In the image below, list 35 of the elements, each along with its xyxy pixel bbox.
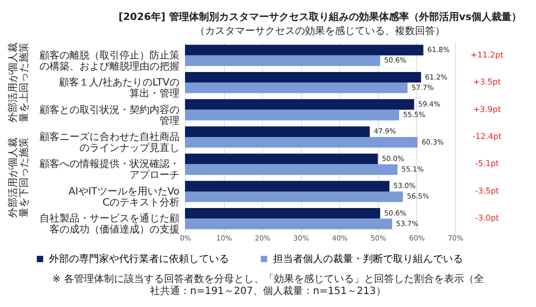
legend-label: 外部の専門家や代行業者に依頼している: [49, 253, 229, 265]
bar: [185, 208, 380, 219]
y-tick-label: 顧客への情報提供・状況確認・アプローチ: [40, 158, 180, 182]
text: -3.0pt: [475, 214, 499, 223]
y-tick-label: 顧客１人/社あたりのLTVの算出・管理: [58, 76, 180, 100]
y-tick-label: AIやITツールを用いたVoCのテキスト分析: [68, 186, 180, 208]
chart-title: [2026年] 管理体制別カスタマーサクセス取り組みの効果体感率（外部活用vs個人裁量）: [118, 11, 522, 23]
bar: [185, 110, 400, 120]
text: +11.2pt: [470, 50, 504, 60]
text: 外部活用が個人裁量を下回った施策: [7, 138, 30, 218]
bar: [185, 154, 378, 164]
legend-label: 担当者個人の裁量・判断で取り組んでいる: [273, 253, 463, 265]
bar: [185, 99, 414, 110]
bar: [185, 137, 418, 148]
bar: [185, 180, 390, 192]
text: -5.1pt: [475, 159, 499, 168]
bar: [185, 82, 408, 94]
text: ※ 各管理体制に該当する回答者数を分母とし、「効果を感じている」と回答した割合を表示（全社共通：n=191～207、個人裁量：n=151～213）: [52, 273, 484, 297]
bar: [185, 72, 422, 83]
y-tick-label: 顧客との取引状況・契約内容の管理: [40, 104, 180, 127]
bar: [185, 55, 380, 66]
text: -3.5pt: [475, 186, 499, 196]
bar: [185, 164, 398, 175]
bar: [185, 44, 424, 56]
bar: [185, 191, 403, 202]
text: +3.5pt: [473, 78, 501, 87]
text: -12.4pt: [472, 132, 502, 141]
y-tick-label: 自社製品・サービスを通じた顧客の成功（価値達成）の支援: [40, 212, 180, 236]
text: +3.9pt: [473, 104, 501, 114]
chart-subtitle: （カスタマーサクセスの効果を感じている、複数回答）: [195, 25, 445, 37]
text: 外部活用が個人裁量を上回った施策: [7, 42, 30, 123]
y-tick-label: 顧客の離脱（取引停止）防止策の構築、および離脱理由の把握: [40, 49, 180, 72]
y-tick-label: 顧客ニーズに合わせた自社商品のラインナップ見直し: [40, 131, 180, 154]
bar: [185, 218, 392, 230]
bar: [185, 126, 370, 137]
